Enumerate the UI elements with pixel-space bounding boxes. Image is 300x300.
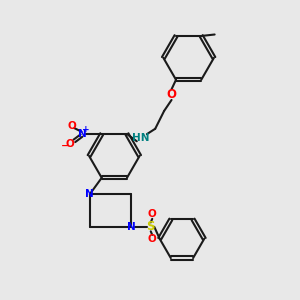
Text: N: N [127, 222, 136, 232]
Text: −: − [61, 140, 69, 150]
Text: N: N [78, 129, 87, 139]
Text: S: S [146, 220, 155, 233]
Text: O: O [148, 209, 157, 219]
Text: O: O [67, 121, 76, 131]
Text: O: O [65, 139, 74, 149]
Text: HN: HN [132, 133, 149, 143]
Text: O: O [148, 234, 157, 244]
Text: N: N [85, 189, 94, 199]
Text: +: + [82, 125, 90, 134]
Text: O: O [167, 88, 176, 101]
